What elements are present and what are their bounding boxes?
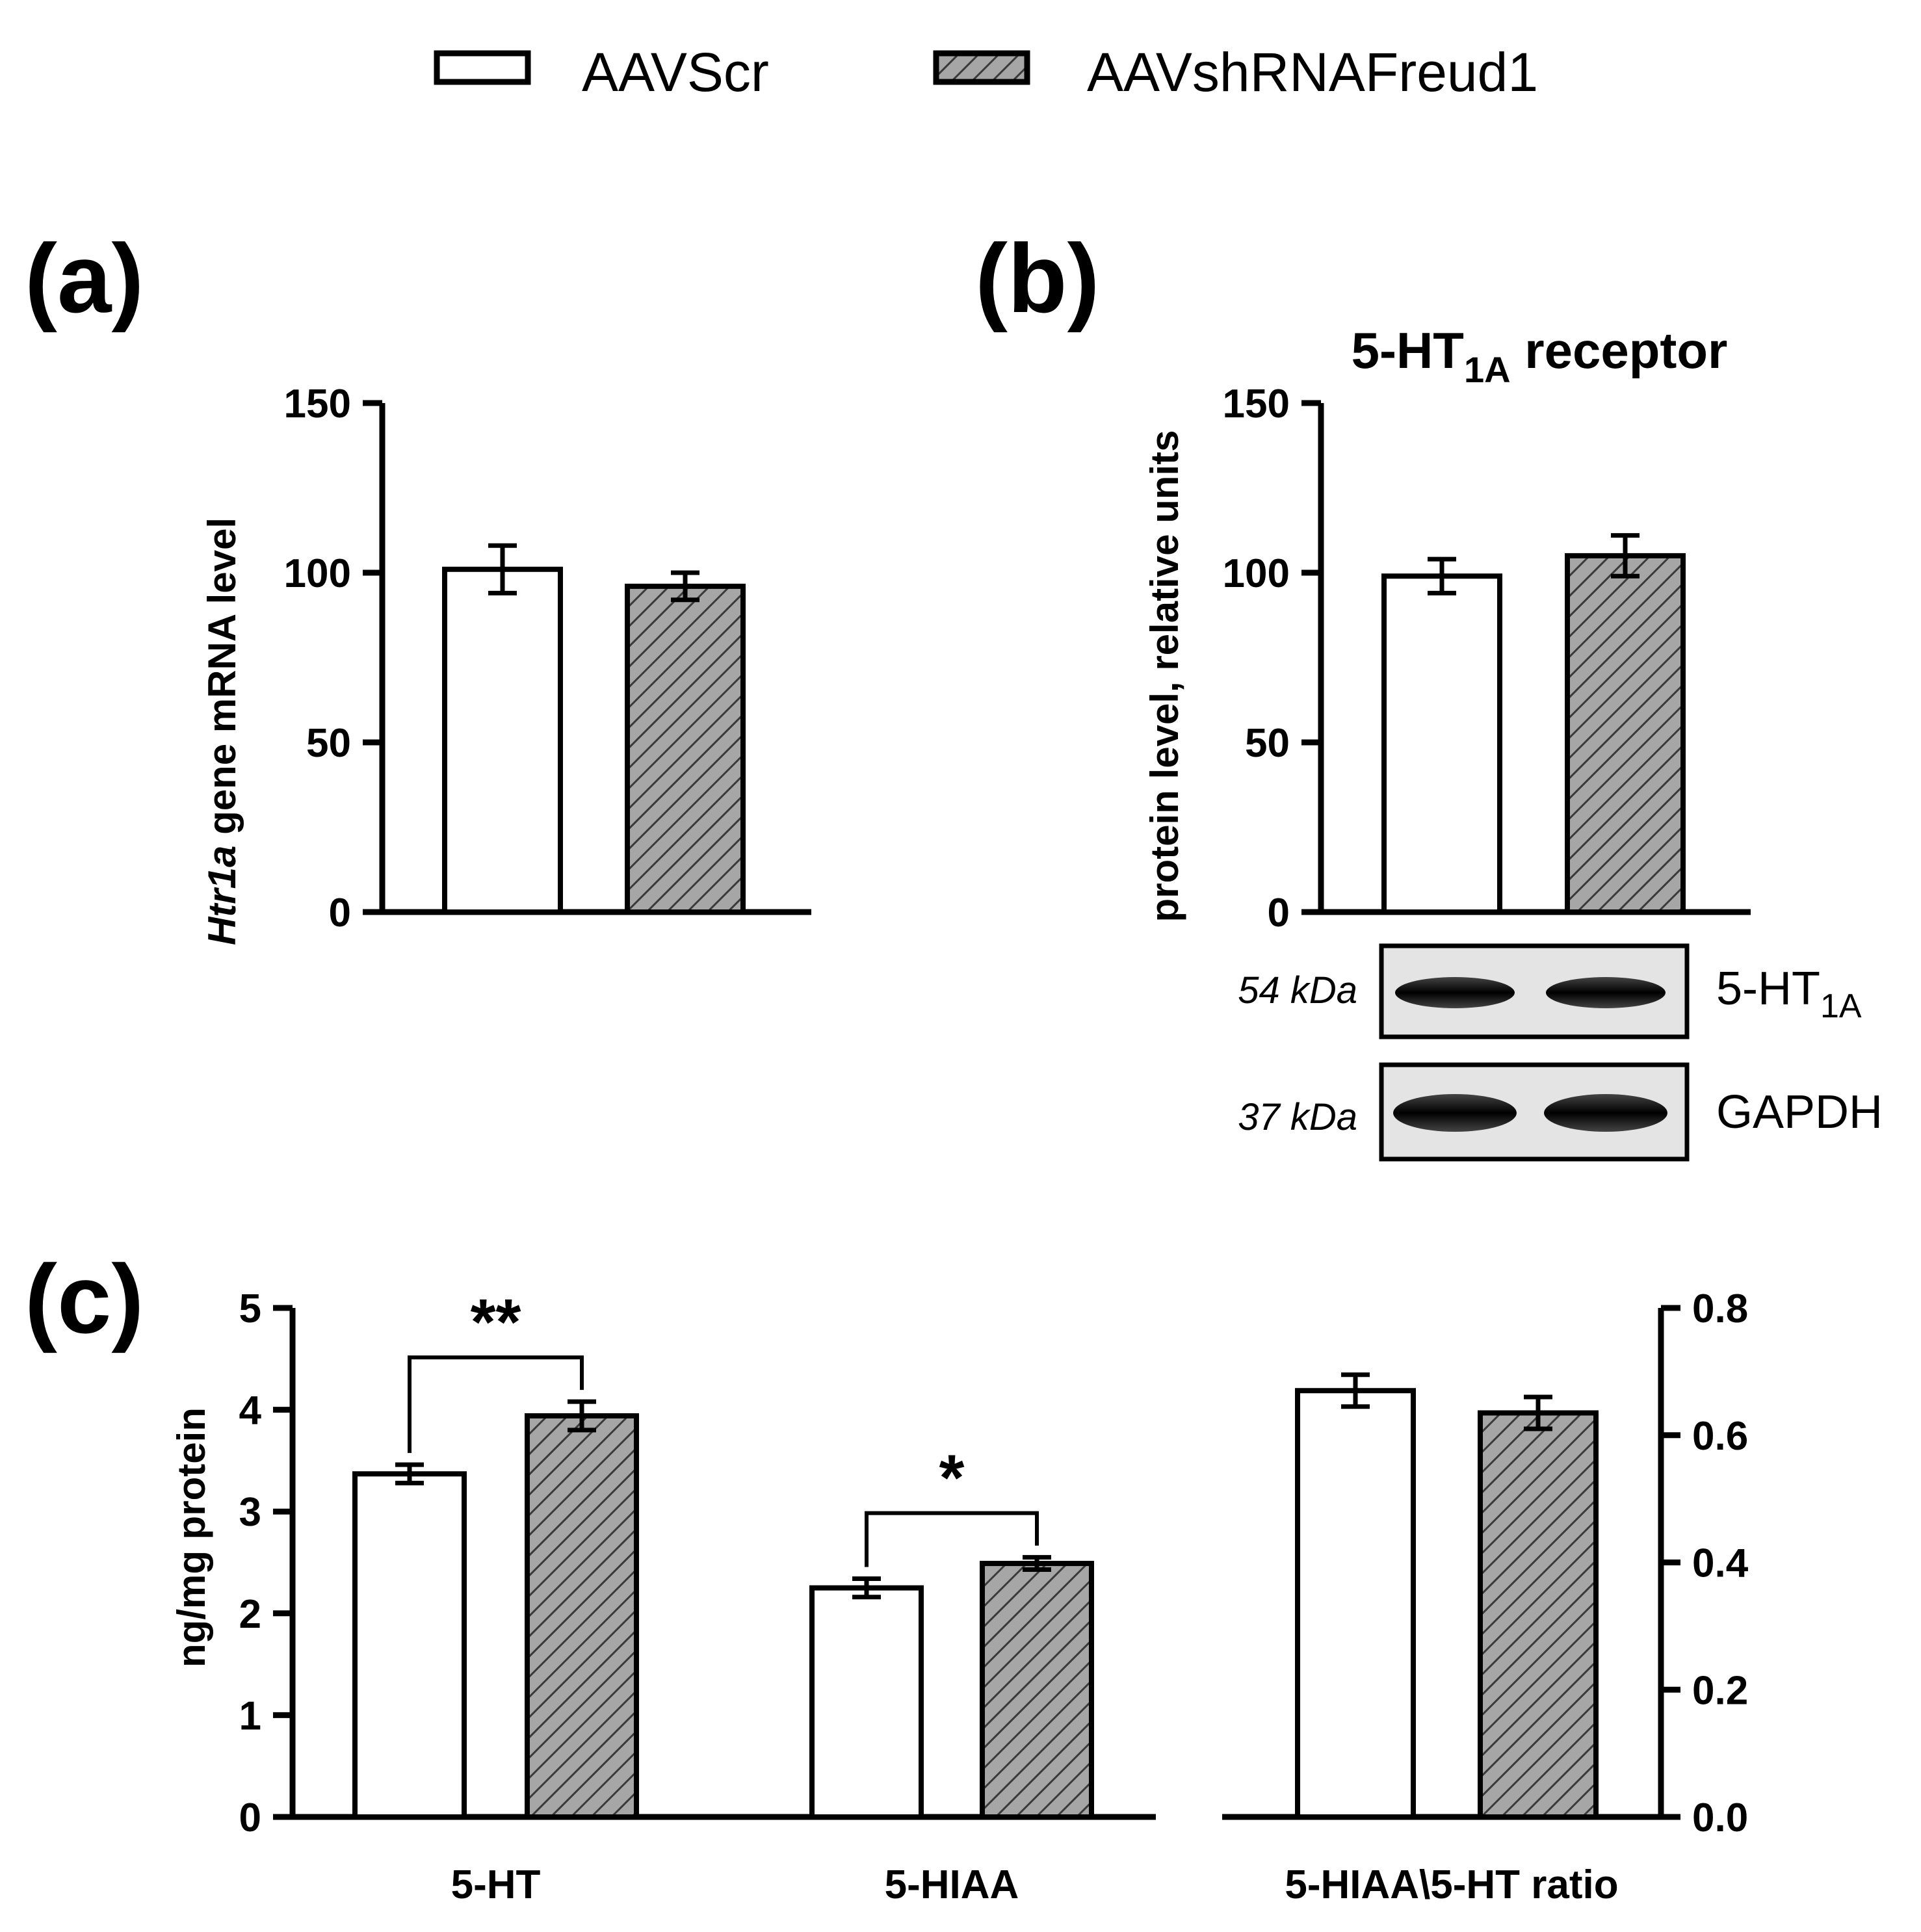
legend-swatch-open [434,50,531,85]
y-tick-label: 0.4 [1692,1541,1749,1586]
bar-aavscr [1381,573,1502,915]
significance-bracket [865,1511,1039,1567]
significance-bracket [408,1355,584,1454]
blot-name-5ht1a-main: 5-HT [1716,963,1820,1015]
bar-aavscr [352,1471,467,1820]
blot-band [1546,977,1666,1008]
legend-swatch-hatched [933,50,1030,85]
bar-aavscr [442,566,563,915]
y-tick-label: 0 [329,891,351,935]
y-tick-label: 1 [239,1693,261,1738]
blot-kda-gapdh: 37 kDa [1238,1096,1357,1138]
blot-band [1393,1094,1517,1132]
y-tick-label: 0.2 [1692,1668,1748,1713]
y-tick-label: 50 [306,721,351,766]
y-tick-label: 0 [1268,891,1290,935]
legend-label-aavscr: AAVScr [582,42,769,103]
significance-marker: ** [471,1286,521,1359]
blot-kda-5ht1a: 54 kDa [1238,969,1357,1012]
blot-name-5ht1a: 5-HT1A [1716,963,1862,1025]
chart-a: Htr1a gene mRNA level 0 50 100 150 [200,382,811,945]
y-tick-label: 0.6 [1692,1414,1748,1459]
panel-label-a: (a) [25,224,144,333]
chart-b: 5-HT1A receptor protein level, relative … [1143,322,1751,935]
y-tick-label: 3 [239,1490,261,1535]
y-tick-label: 4 [239,1389,262,1433]
bar-aavshrnafreud1 [1565,553,1686,915]
legend: AAVScr AAVshRNAFreud1 [434,42,1538,103]
y-tick-label: 150 [1223,382,1290,426]
y-tick-label: 0.0 [1692,1795,1748,1840]
y-tick-label: 100 [1223,551,1290,596]
y-axis-label-a: Htr1a gene mRNA level [200,517,244,945]
y-axis-label-c: ng/mg protein [170,1407,213,1667]
blot-band [1544,1094,1667,1132]
bar-aavscr [809,1585,924,1820]
legend-label-aavshrnafreud1: AAVshRNAFreud1 [1087,42,1538,103]
x-category-label: 5-HIAA\5-HT ratio [1285,1862,1618,1907]
chart-title-b: 5-HT1A receptor [1352,322,1728,390]
blot-row-5ht1a: 54 kDa 5-HT1A [1238,943,1862,1039]
blot-name-gapdh: GAPDH [1716,1086,1883,1138]
chart-title-b-main: 5-HT [1352,322,1464,379]
y-tick-label: 50 [1245,721,1290,766]
y-tick-label: 5 [239,1286,261,1331]
y-tick-label: 0.8 [1692,1286,1748,1331]
y-tick-label: 150 [284,382,351,426]
chart-c-right: 0.0 0.2 0.4 0.6 0.8 5-HIAA\5-HT ratio [1222,1286,1749,1907]
blot-name-5ht1a-sub: 1A [1820,987,1862,1025]
bar-aavshrnafreud1 [1478,1410,1599,1820]
panel-label-c: (c) [25,1244,144,1353]
y-axis-label-a-gene: Htr1a [200,846,244,945]
x-category-label: 5-HT [451,1862,541,1907]
y-tick-label: 2 [239,1592,261,1637]
x-category-label: 5-HIAA [885,1862,1019,1907]
blot-row-gapdh: 37 kDa GAPDH [1238,1062,1883,1162]
significance-marker: * [939,1442,965,1515]
y-tick-label: 100 [284,551,351,596]
chart-title-b-sub: 1A [1464,349,1511,390]
bar-aavshrnafreud1 [625,583,746,915]
western-blot: 54 kDa 5-HT1A 37 kDa GAPDH [1238,943,1883,1162]
y-axis-label-a-rest: gene mRNA level [200,517,244,846]
chart-c: ng/mg protein 0 1 2 3 4 5 5-HT ** 5-HIAA * [170,1286,1156,1907]
bar-aavscr [1295,1388,1416,1820]
y-axis-label-b: protein level, relative units [1143,430,1186,922]
chart-title-b-rest: receptor [1511,322,1728,379]
panel-label-b: (b) [975,224,1100,333]
bar-aavshrnafreud1 [525,1413,639,1820]
y-tick-label: 0 [239,1795,261,1840]
blot-band [1395,977,1515,1008]
bar-aavshrnafreud1 [980,1561,1094,1820]
